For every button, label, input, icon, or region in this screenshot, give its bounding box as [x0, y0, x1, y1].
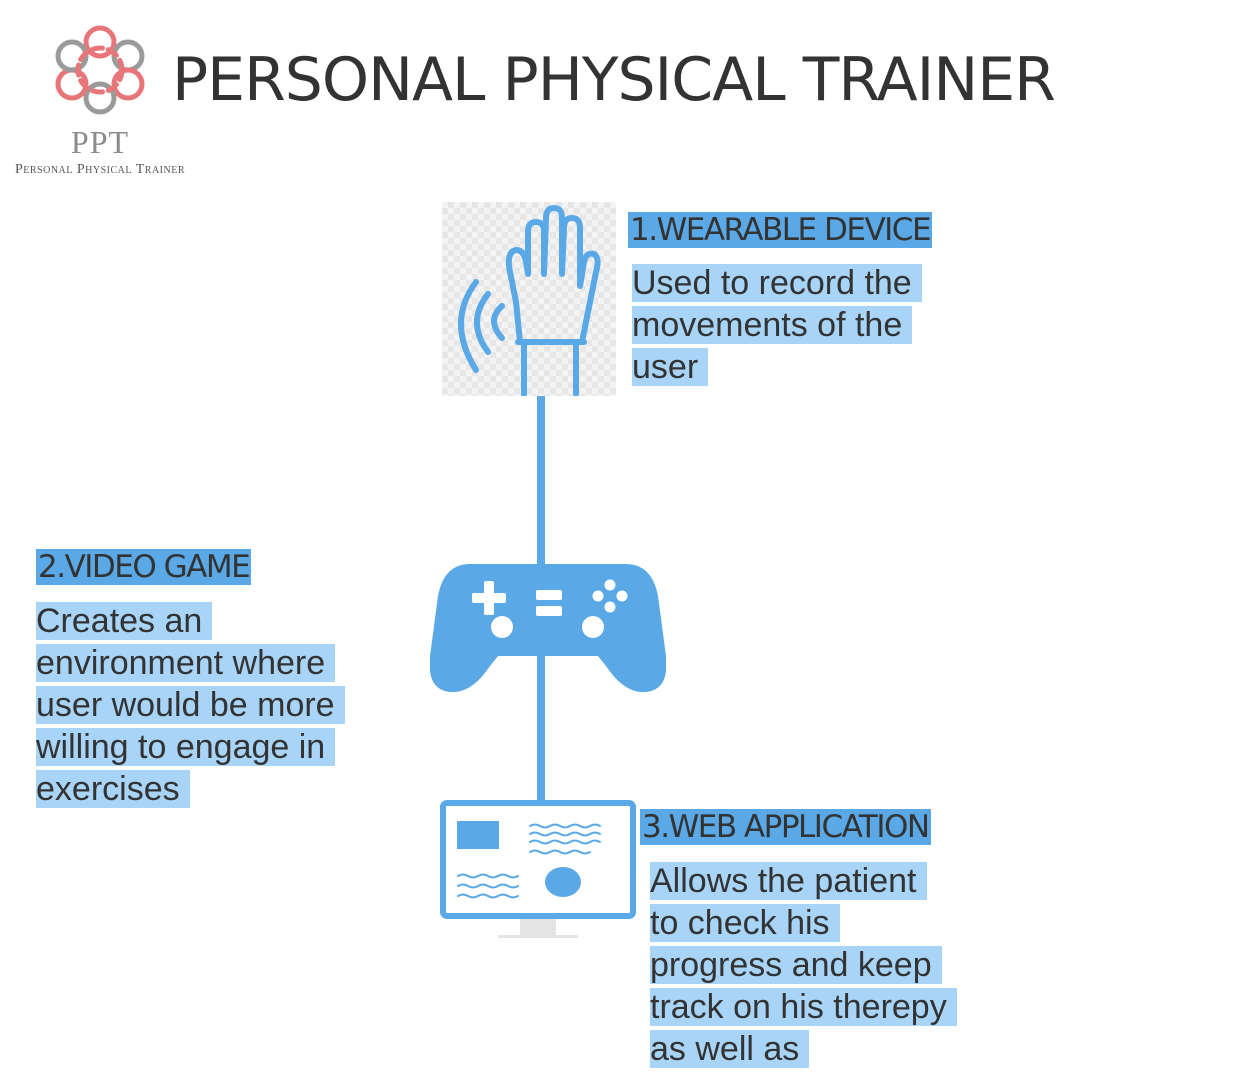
web-application-description: Allows the patient to check his progress…	[650, 860, 957, 1070]
description-line: progress and keep	[650, 946, 942, 984]
page-title: PERSONAL PHYSICAL TRAINER	[172, 45, 1056, 115]
description-line: willing to engage in	[36, 728, 336, 766]
logo-name: Personal Physical Trainer	[14, 162, 186, 177]
wearable-hand-icon	[458, 205, 601, 396]
description-line: as well as	[650, 1030, 810, 1068]
web-application-heading-text: 3.WEB APPLICATION	[640, 809, 931, 845]
web-application-heading: 3.WEB APPLICATION	[640, 808, 931, 846]
video-game-heading-text: 2.VIDEO GAME	[36, 549, 252, 585]
description-line: Used to record the	[632, 264, 922, 302]
logo-abbreviation: PPT	[70, 124, 130, 160]
description-line: Creates an	[36, 602, 213, 640]
description-line: track on his therepy	[650, 988, 957, 1026]
description-line: exercises	[36, 770, 190, 808]
description-line: environment where	[36, 644, 336, 682]
description-line: to check his	[650, 904, 840, 942]
video-game-description: Creates an environment where user would …	[36, 600, 345, 810]
wearable-device-heading-text: 1.WEARABLE DEVICE	[628, 212, 933, 248]
description-line: Allows the patient	[650, 862, 927, 900]
description-line: user would be more	[36, 686, 345, 724]
video-game-heading: 2.VIDEO GAME	[36, 548, 252, 586]
gamepad-icon	[430, 564, 666, 693]
description-line: user	[632, 348, 709, 386]
wearable-device-description: Used to record the movements of the user	[632, 262, 922, 388]
description-line: movements of the	[632, 306, 913, 344]
monitor-icon	[440, 800, 636, 938]
ppt-logo-icon	[55, 25, 145, 115]
wearable-device-heading: 1.WEARABLE DEVICE	[628, 211, 933, 249]
